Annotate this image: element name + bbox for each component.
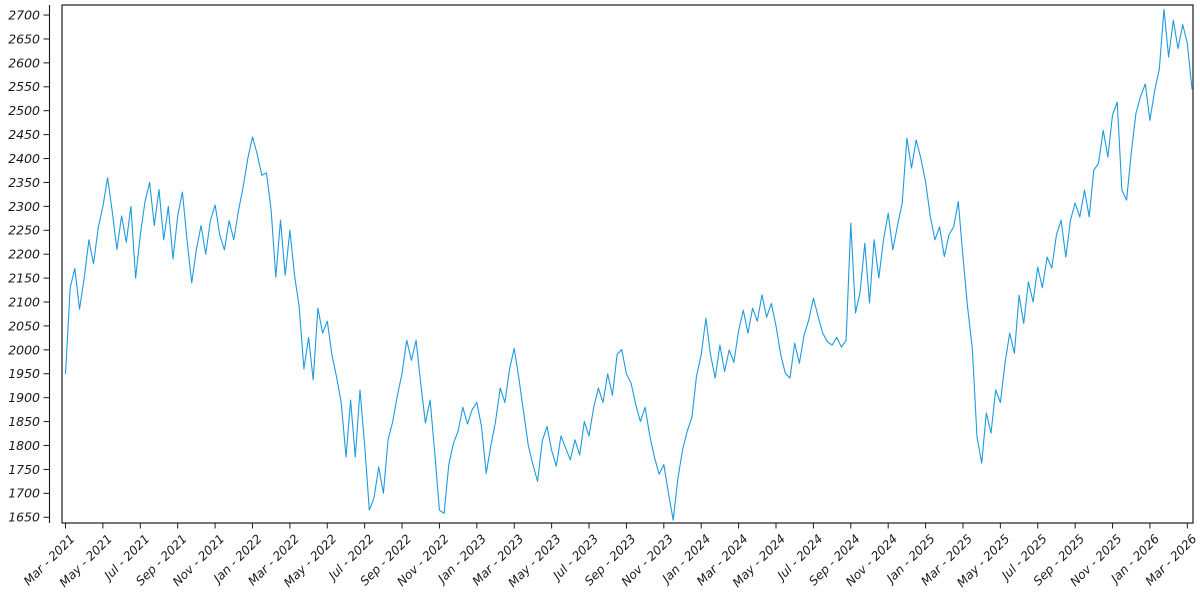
y-tick-label: 2400 xyxy=(8,151,40,166)
y-tick-label: 2200 xyxy=(8,247,40,262)
y-tick-label: 2500 xyxy=(8,103,40,118)
y-tick-label: 2600 xyxy=(8,55,40,70)
y-tick-label: 1950 xyxy=(8,366,40,381)
y-tick-label: 2700 xyxy=(8,7,40,22)
y-tick-label: 2100 xyxy=(8,294,40,309)
price-line xyxy=(64,8,1193,521)
y-tick-label: 1900 xyxy=(8,390,40,405)
y-tick-label: 1700 xyxy=(8,486,40,501)
y-tick-label: 1650 xyxy=(8,510,40,525)
y-tick-label: 2000 xyxy=(8,342,40,357)
y-tick-label: 2050 xyxy=(8,318,40,333)
y-tick-label: 2150 xyxy=(8,271,40,286)
y-tick-label: 2650 xyxy=(8,31,40,46)
y-tick-label: 2350 xyxy=(8,175,40,190)
y-tick-label: 1850 xyxy=(8,414,40,429)
y-tick-label: 2450 xyxy=(8,127,40,142)
y-tick-label: 2250 xyxy=(8,223,40,238)
y-tick-label: 1750 xyxy=(8,462,40,477)
y-tick-label: 2550 xyxy=(8,79,40,94)
plot-frame xyxy=(61,4,1194,524)
y-tick-label: 2300 xyxy=(8,199,40,214)
y-tick-label: 1800 xyxy=(8,438,40,453)
